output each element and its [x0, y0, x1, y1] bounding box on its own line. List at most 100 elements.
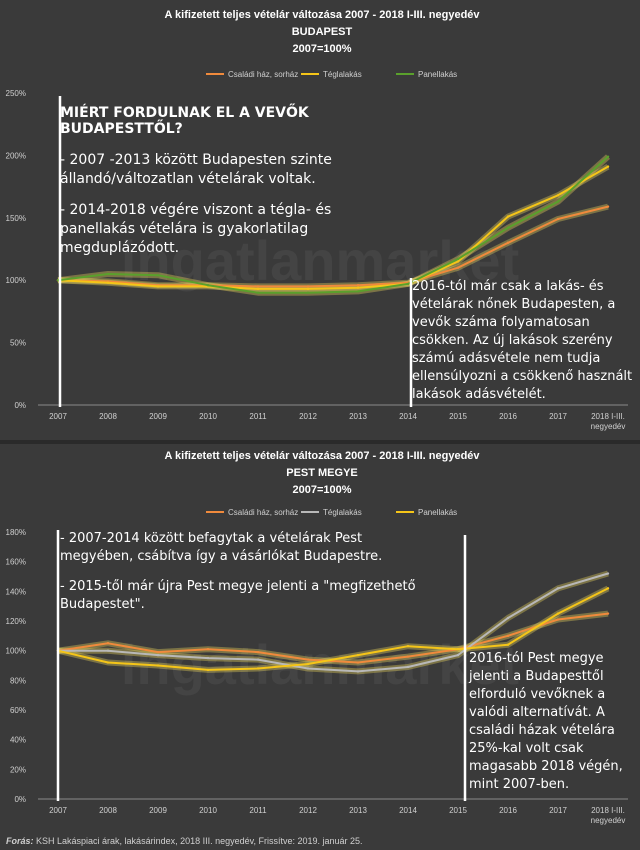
- source-text: KSH Lakáspiaci árak, lakásárindex, 2018 …: [33, 836, 363, 846]
- annotation-right-text: 2016-tól Pest megye jelenti a Budapesttő…: [469, 651, 623, 792]
- data-point: [156, 664, 160, 667]
- data-point: [606, 155, 610, 158]
- data-point: [306, 287, 310, 291]
- legend-label: Téglalakás: [323, 70, 362, 79]
- annotation-point: - 2007-2014 között befagytak a vételárak…: [60, 531, 383, 564]
- data-point: [406, 665, 410, 669]
- data-point: [406, 282, 410, 286]
- x-tick-label: 2017: [549, 412, 567, 421]
- series-line: [57, 587, 609, 671]
- annotation-point: - 2014-2018 végére viszont a tégla- és p…: [60, 202, 332, 256]
- data-point: [556, 200, 560, 203]
- x-tick-label: 2009: [149, 412, 167, 421]
- data-point: [606, 587, 610, 590]
- data-point: [106, 661, 110, 664]
- y-tick-label: 160%: [6, 558, 26, 567]
- data-point: [256, 650, 260, 654]
- plot-area: 0% 20% 40% 60% 80% 100% 120% 140% 160% 180% 2007 20…: [6, 508, 628, 825]
- chart-subtitle-base: 2007=100%: [292, 484, 351, 496]
- y-tick-label: 0%: [14, 795, 26, 804]
- data-point: [56, 279, 60, 282]
- data-point: [306, 658, 310, 661]
- x-tick-label: 2014: [399, 412, 417, 421]
- series-line: [57, 612, 609, 664]
- data-point: [306, 662, 310, 666]
- data-point: [506, 616, 510, 620]
- x-tick-label: 2007: [49, 806, 67, 815]
- x-tick-label: 2010: [199, 412, 217, 421]
- y-tick-label: 80%: [10, 676, 26, 685]
- source-label: Forás:: [6, 836, 34, 846]
- data-point: [456, 266, 460, 269]
- data-point: [606, 572, 610, 575]
- data-point: [106, 272, 110, 276]
- budapest-chart: A kifizetett teljes vételár változása 20…: [6, 9, 628, 431]
- annotation-point: - 2015-től már újra Pest megye jelenti a…: [60, 579, 416, 612]
- x-tick-label: 2014: [399, 806, 417, 815]
- data-point: [356, 670, 360, 673]
- x-tick-label: 2016: [499, 806, 517, 815]
- annotation-right-text: 2016-tól már csak a lakás- és vételárak …: [412, 279, 633, 402]
- data-point: [356, 661, 360, 664]
- series-line: [57, 205, 609, 288]
- data-point: [206, 656, 210, 660]
- series-line: [57, 165, 609, 290]
- annotation-left: MIÉRT FORDULNAK EL A VEVŐK BUDAPESTTŐL? …: [60, 105, 400, 258]
- data-point: [106, 281, 110, 284]
- data-point: [156, 274, 160, 277]
- x-tick-label: 2007: [49, 412, 67, 421]
- data-point: [406, 655, 410, 658]
- data-point: [606, 612, 610, 615]
- x-tick-label: 2018 I-III.: [591, 806, 625, 815]
- data-point: [556, 587, 560, 590]
- data-point: [256, 658, 260, 661]
- x-tick-label: 2012: [299, 806, 317, 815]
- source-note: Forás: KSH Lakáspiaci árak, lakásárindex…: [6, 836, 636, 846]
- data-point: [306, 285, 310, 288]
- y-tick-label: 100%: [6, 276, 26, 285]
- chart-subtitle-region: BUDAPEST: [292, 26, 353, 38]
- data-point: [256, 667, 260, 670]
- data-point: [456, 260, 460, 263]
- legend-label: Családi ház, sorház: [228, 70, 298, 79]
- x-tick-label: 2008: [99, 806, 117, 815]
- watermark: ingatlanmarket: [121, 633, 519, 696]
- x-tick-label: 2009: [149, 806, 167, 815]
- data-point: [556, 217, 560, 221]
- data-point: [356, 283, 360, 287]
- data-point: [606, 205, 610, 208]
- data-point: [506, 241, 510, 244]
- data-point: [156, 285, 160, 288]
- y-tick-label: 120%: [6, 617, 26, 626]
- data-point: [106, 642, 110, 645]
- x-tick-label: 2013: [349, 412, 367, 421]
- plot-area: 0% 50% 100% 150% 200% 250% 2007 2008 2009 2010 201…: [6, 70, 628, 431]
- y-tick-label: 40%: [10, 736, 26, 745]
- y-tick-label: 200%: [6, 151, 26, 160]
- x-tick-label: 2016: [499, 412, 517, 421]
- chart-subtitle-base: 2007=100%: [292, 43, 351, 55]
- pest-county-chart-panel: A kifizetett teljes vételár változása 20…: [0, 444, 640, 830]
- data-point: [506, 226, 510, 229]
- data-point: [606, 165, 610, 168]
- data-point: [556, 612, 560, 615]
- data-point: [356, 290, 360, 293]
- annotation-heading: MIÉRT FORDULNAK EL A VEVŐK BUDAPESTTŐL?: [60, 105, 309, 137]
- data-point: [356, 286, 360, 289]
- data-point: [256, 285, 260, 288]
- x-tick-label-line2: negyedév: [591, 422, 626, 431]
- y-tick-label: 0%: [14, 401, 26, 410]
- x-tick-label: 2013: [349, 806, 367, 815]
- y-tick-label: 50%: [10, 339, 26, 348]
- legend-label: Panellakás: [418, 70, 457, 79]
- x-tick-label: 2015: [449, 412, 467, 421]
- y-tick-label: 250%: [6, 89, 26, 98]
- annotation-right: 2016-tól Pest megye jelenti a Budapesttő…: [469, 650, 634, 794]
- data-point: [106, 649, 110, 652]
- series-line: [58, 572, 609, 673]
- annotation-left: - 2007-2014 között befagytak a vételárak…: [60, 530, 420, 614]
- data-point: [306, 291, 310, 294]
- data-point: [506, 215, 510, 218]
- annotation-point: - 2007 -2013 között Budapesten szinte ál…: [60, 152, 332, 187]
- x-tick-label: 2008: [99, 412, 117, 421]
